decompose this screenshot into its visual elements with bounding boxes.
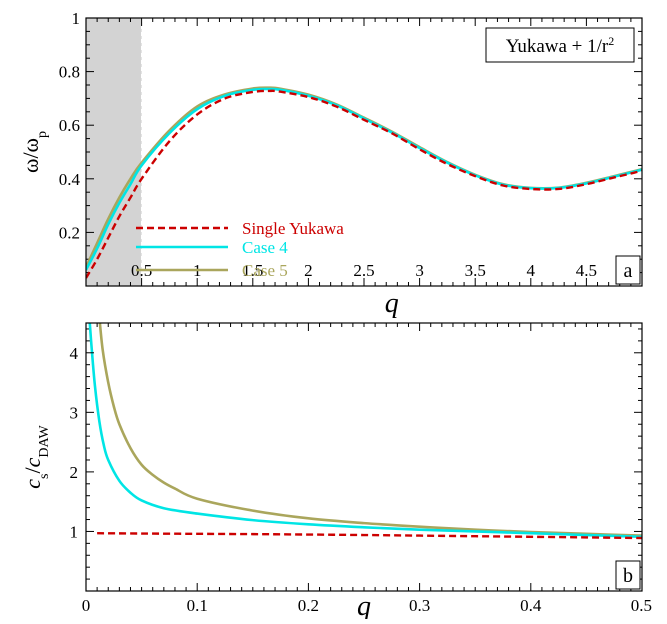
legend-label: Case 4	[242, 238, 288, 257]
y-tick-label: 3	[70, 403, 79, 422]
x-tick-label: 4	[527, 261, 536, 280]
y-tick-label: 0.6	[59, 116, 80, 135]
x-tick-label: 0.4	[520, 596, 542, 615]
panel-label-box	[615, 255, 641, 285]
x-tick-label: 1.5	[242, 261, 263, 280]
x-tick-label: 0.3	[409, 596, 430, 615]
series-line-single-yukawa	[97, 532, 642, 540]
series-line-case-4	[86, 87, 642, 271]
series-line-case-5	[86, 86, 642, 268]
y-tick-label: 0.4	[59, 170, 81, 189]
series-group	[86, 86, 642, 279]
series-line-case-4	[88, 323, 642, 539]
panel-label: a	[624, 260, 633, 282]
series-group	[88, 323, 642, 540]
legend-label: Case 5	[242, 261, 288, 280]
panel-b: 0 0.1 0.2 0.3 0.4 0.5 1 2 3 4 cs/cDAW q b	[20, 322, 652, 622]
x-axis-label: q	[357, 591, 371, 619]
x-tick-label: 3	[415, 261, 424, 280]
y-tick-label: 0.8	[59, 63, 80, 82]
x-tick-label: 0.5	[631, 596, 652, 615]
x-tick-label: 4.5	[576, 261, 597, 280]
y-tick-label: 2	[70, 463, 79, 482]
plot-frame	[85, 322, 643, 592]
panel-label: b	[623, 565, 633, 587]
series-line-single-yukawa	[86, 89, 642, 279]
x-axis-label: q	[385, 288, 399, 319]
x-tick-label: 0.1	[187, 596, 208, 615]
panel-label-box	[615, 560, 641, 590]
x-tick-label: 3.5	[465, 261, 486, 280]
panel-a: 0.511.522.533.544.550.20.40.60.81ω/ωpqYu…	[18, 9, 643, 319]
legend-label: Single Yukawa	[242, 219, 344, 238]
y-tick-label: 4	[70, 344, 79, 363]
shaded-region	[86, 18, 142, 286]
y-axis-label: cs/cDAW	[20, 425, 52, 489]
x-tick-label: 2	[304, 261, 313, 280]
annotation-box	[485, 27, 635, 63]
y-tick-label: 0.2	[59, 223, 80, 242]
x-tick-label: 0.2	[298, 596, 319, 615]
x-tick-label: 2.5	[353, 261, 374, 280]
y-tick-label: 1	[72, 9, 81, 28]
series-line-case-5	[98, 323, 642, 537]
y-tick-label: 1	[70, 522, 79, 541]
x-tick-label: 0	[82, 596, 91, 615]
y-axis-label: ω/ωp	[18, 131, 50, 173]
annotation-text: Yukawa + 1/r2	[506, 34, 615, 57]
